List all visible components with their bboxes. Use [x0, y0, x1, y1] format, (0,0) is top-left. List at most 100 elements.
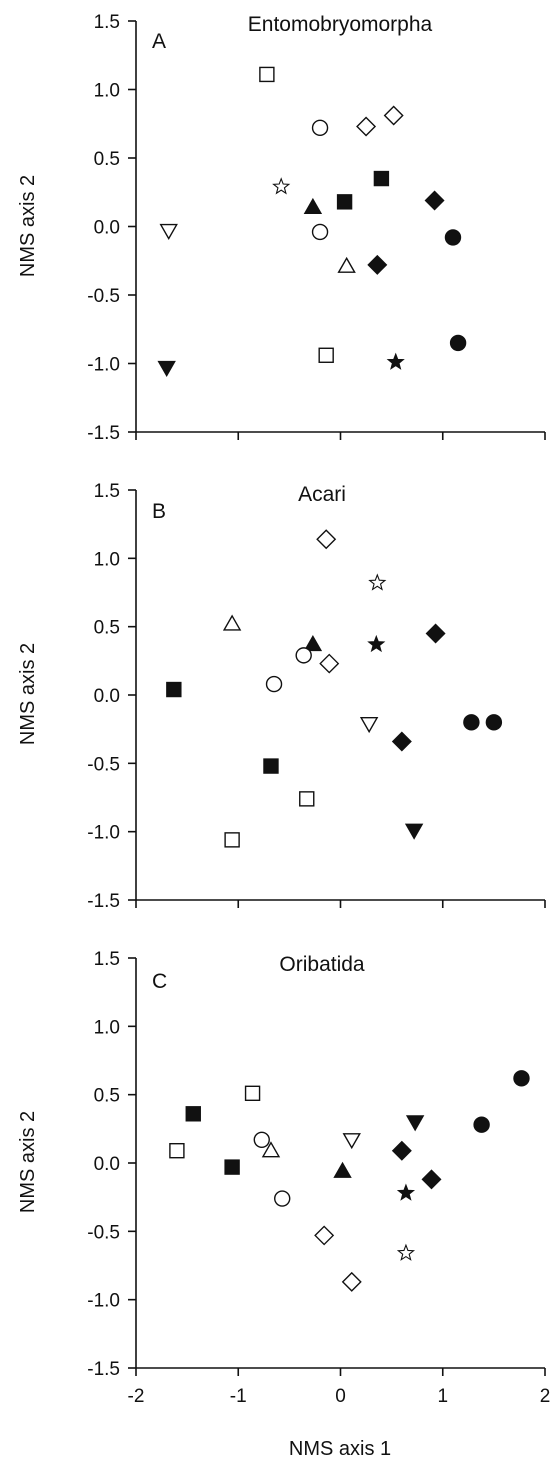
filled-triangle-down-marker — [157, 360, 176, 378]
open-diamond-marker — [319, 653, 340, 674]
y-tick-label: -1.5 — [87, 891, 120, 912]
open-circle-marker — [295, 647, 312, 664]
data-points — [169, 1070, 530, 1292]
y-tick-labels: -1.5 -1.0 -0.5 0.0 0.5 1.0 1.5 — [87, 481, 120, 912]
y-tick-labels: -1.5 -1.0 -0.5 0.0 0.5 1.0 1.5 — [87, 949, 120, 1380]
open-triangle-down-marker — [159, 223, 178, 241]
y-tick-label: 0.0 — [94, 1154, 120, 1175]
filled-circle-marker — [449, 334, 467, 352]
open-square-marker — [318, 347, 334, 363]
y-tick-label: 1.5 — [94, 949, 120, 970]
open-diamond-marker — [356, 116, 377, 137]
y-tick-label: 1.0 — [94, 1017, 120, 1038]
filled-circle-marker — [444, 229, 462, 246]
panel-title: Acari — [298, 483, 346, 506]
y-tick-label: 1.0 — [94, 81, 120, 102]
filled-diamond-marker — [367, 254, 388, 275]
y-tick-label: 0.5 — [94, 618, 120, 639]
open-diamond-marker — [383, 105, 404, 126]
open-triangle-up-marker — [261, 1141, 281, 1158]
filled-diamond-marker — [391, 1140, 412, 1161]
y-tick-labels: -1.5 -1.0 -0.5 0.0 0.5 1.0 1.5 — [87, 12, 120, 444]
y-axis-title: NMS axis 2 — [17, 175, 39, 277]
open-triangle-up-marker — [222, 614, 242, 631]
axes — [128, 957, 546, 1376]
x-tick-label: 2 — [540, 1386, 551, 1407]
filled-square-marker — [166, 681, 182, 698]
open-circle-marker — [253, 1131, 270, 1148]
data-points — [157, 66, 467, 378]
y-tick-label: -1.5 — [87, 1359, 120, 1380]
open-circle-marker — [265, 675, 283, 693]
open-triangle-down-marker — [359, 717, 379, 734]
filled-triangle-up-marker — [303, 635, 323, 652]
panel-letter: B — [152, 500, 166, 523]
open-square-marker — [224, 832, 240, 848]
y-tick-label: -0.5 — [87, 754, 120, 775]
panel-b: B Acari NMS axis 2 -1.5 -1.0 -0.5 0.0 0.… — [17, 481, 546, 912]
open-circle-marker — [311, 223, 329, 241]
y-tick-label: 0.0 — [94, 686, 120, 707]
panel-a: A Entomobryomorpha NMS axis 2 -1.5 -1.0 … — [17, 12, 546, 444]
panel-c: C Oribatida NMS axis 2 -1.5 -1.0 -0.5 0.… — [17, 949, 550, 1460]
y-tick-label: -1.0 — [87, 823, 120, 844]
filled-diamond-marker — [424, 190, 445, 211]
data-points — [166, 529, 503, 848]
open-star-marker — [272, 177, 291, 195]
filled-square-marker — [224, 1159, 240, 1175]
y-tick-label: 1.5 — [94, 12, 120, 33]
filled-triangle-down-marker — [405, 1115, 425, 1132]
open-square-marker — [169, 1142, 185, 1159]
y-tick-label: -0.5 — [87, 1222, 120, 1243]
filled-square-marker — [373, 170, 390, 187]
panel-letter: C — [152, 970, 167, 993]
filled-circle-marker — [473, 1116, 490, 1133]
filled-diamond-marker — [421, 1169, 442, 1190]
y-axis-title: NMS axis 2 — [17, 1111, 39, 1213]
y-tick-label: -0.5 — [87, 286, 120, 307]
open-square-marker — [244, 1085, 261, 1102]
axes — [128, 20, 546, 440]
y-tick-label: 0.5 — [94, 149, 120, 170]
y-tick-label: 1.0 — [94, 549, 120, 570]
filled-square-marker — [336, 194, 353, 210]
open-circle-marker — [311, 119, 329, 137]
filled-triangle-down-marker — [404, 823, 424, 840]
open-star-marker — [396, 1243, 416, 1261]
open-square-marker — [259, 66, 275, 83]
open-diamond-marker — [341, 1271, 362, 1292]
y-tick-label: -1.0 — [87, 1291, 120, 1312]
open-square-marker — [299, 791, 315, 807]
filled-diamond-marker — [425, 623, 446, 644]
filled-star-marker — [367, 634, 386, 653]
panel-title: Oribatida — [279, 953, 365, 976]
y-tick-label: 1.5 — [94, 481, 120, 502]
filled-star-marker — [396, 1183, 416, 1201]
y-tick-label: -1.5 — [87, 423, 120, 444]
x-tick-labels: -2 -1 0 1 2 — [128, 1386, 551, 1407]
filled-circle-marker — [485, 714, 503, 731]
open-diamond-marker — [314, 1225, 335, 1246]
y-tick-label: 0.0 — [94, 218, 120, 239]
filled-triangle-up-marker — [303, 197, 323, 215]
panel-letter: A — [152, 30, 166, 53]
filled-square-marker — [185, 1106, 201, 1122]
open-triangle-down-marker — [342, 1133, 361, 1150]
filled-circle-marker — [463, 714, 480, 731]
open-circle-marker — [274, 1190, 291, 1207]
x-tick-label: -2 — [128, 1386, 145, 1407]
y-tick-label: -1.0 — [87, 355, 120, 376]
filled-circle-marker — [513, 1070, 530, 1087]
filled-diamond-marker — [391, 731, 412, 752]
filled-star-marker — [386, 352, 405, 370]
y-tick-label: 0.5 — [94, 1086, 120, 1107]
x-axis-title: NMS axis 1 — [289, 1438, 391, 1460]
open-star-marker — [368, 573, 387, 591]
axes — [128, 489, 546, 908]
open-diamond-marker — [316, 529, 337, 550]
open-triangle-up-marker — [337, 256, 356, 273]
filled-triangle-up-marker — [333, 1161, 352, 1178]
filled-square-marker — [263, 758, 279, 774]
panel-title: Entomobryomorpha — [248, 13, 433, 36]
